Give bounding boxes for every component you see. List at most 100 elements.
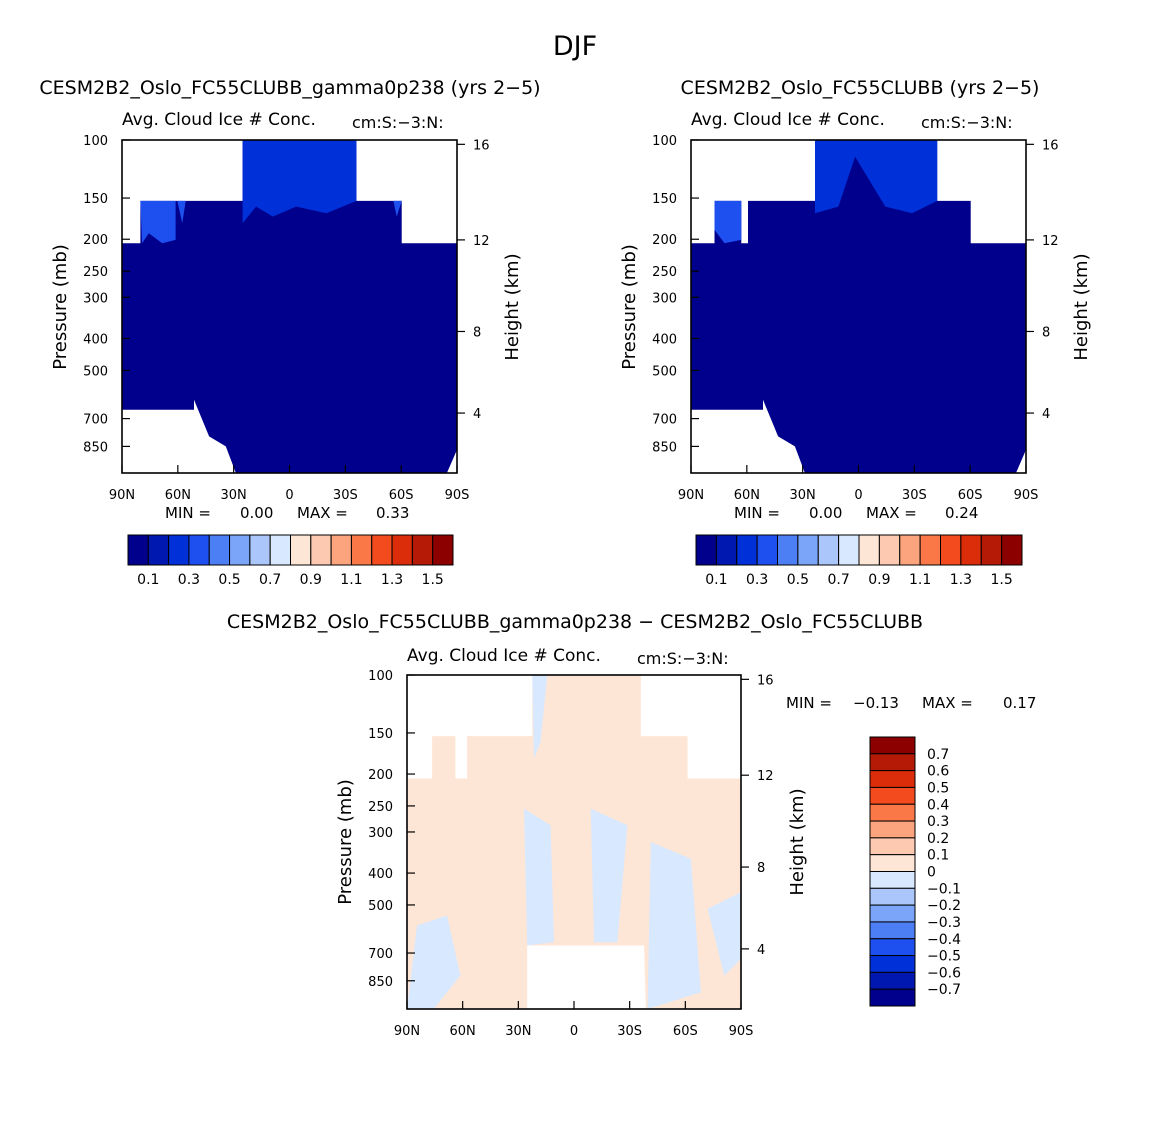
y2-tick-label: 12	[1042, 234, 1059, 249]
colorbar-swatch	[817, 534, 840, 566]
min-value: 0.00	[240, 504, 273, 522]
colorbar-label: 0.1	[927, 848, 949, 864]
y2-tick-label: 8	[1042, 325, 1050, 340]
panel-title: CESM2B2_Oslo_FC55CLUBB_gamma0p238 (yrs 2…	[39, 77, 540, 99]
y-tick-label: 150	[368, 727, 393, 742]
colorbar-swatch	[899, 534, 921, 566]
colorbar-swatch	[229, 534, 251, 566]
panel-units: cm:S:−3:N:	[352, 113, 444, 132]
colorbar: 0.1 0.3 0.5 0.7 0.9 1.1 1.3 1.5	[695, 534, 1023, 588]
contour-region-1	[815, 140, 938, 214]
colorbar-swatch	[869, 938, 916, 957]
colorbar-label: −0.1	[927, 881, 961, 897]
colorbar-swatch	[869, 820, 916, 839]
x-tick-label: 60S	[389, 488, 414, 503]
y-tick-label: 400	[652, 332, 677, 347]
contour-region-3	[590, 808, 628, 943]
max-value: 0.17	[1003, 694, 1036, 712]
colorbar-swatch	[869, 753, 916, 772]
panel-difference: CESM2B2_Oslo_FC55CLUBB_gamma0p238 − CESM…	[227, 611, 1036, 1039]
colorbar-label: 0	[927, 865, 936, 881]
colorbar-swatch	[869, 786, 916, 805]
colorbar-label: 0.3	[746, 572, 768, 588]
panel-control: CESM2B2_Oslo_FC55CLUBB (yrs 2−5) Avg. Cl…	[619, 77, 1092, 588]
colorbar-swatch	[858, 534, 880, 566]
contour-region-5	[407, 915, 461, 1009]
colorbar-swatch	[869, 871, 916, 889]
y-tick-label: 250	[83, 265, 108, 280]
x-tick-label: 90N	[394, 1024, 420, 1039]
x-tick-label: 30S	[333, 488, 358, 503]
x-tick-label: 0	[285, 488, 293, 503]
y2-tick-label: 4	[757, 943, 765, 958]
x-tick-label: 30S	[617, 1024, 642, 1039]
y-tick-label: 400	[368, 867, 393, 882]
colorbar-swatch	[919, 534, 941, 566]
contour-region-2	[523, 808, 554, 946]
y-tick-label: 500	[368, 899, 393, 914]
colorbar-label: −0.3	[927, 915, 961, 931]
colorbar-swatch	[1001, 534, 1023, 566]
panel-title: CESM2B2_Oslo_FC55CLUBB_gamma0p238 − CESM…	[227, 611, 923, 633]
colorbar-swatch	[869, 988, 916, 1007]
x-tick-label: 60N	[734, 488, 760, 503]
colorbar-label: 0.4	[927, 797, 949, 813]
colorbar-label: −0.5	[927, 949, 961, 965]
x-tick-label: 60S	[958, 488, 983, 503]
y-tick-label: 850	[83, 440, 108, 455]
contour-region-6	[707, 892, 741, 976]
colorbar-label: 0.2	[927, 831, 949, 847]
colorbar-label: 1.5	[422, 572, 444, 588]
x-tick-label: 90S	[1014, 488, 1039, 503]
colorbar-swatch	[869, 887, 916, 906]
colorbar-swatch	[797, 534, 819, 566]
colorbar-swatch	[777, 534, 799, 566]
contour-region-1	[532, 675, 548, 759]
colorbar-label: 1.3	[950, 572, 972, 588]
colorbar-label: 1.3	[381, 572, 403, 588]
y-tick-label: 250	[368, 800, 393, 815]
panel-subtitle: Avg. Cloud Ice # Conc.	[122, 110, 316, 130]
contour-region-3	[177, 200, 186, 224]
y-tick-label: 100	[652, 134, 677, 149]
colorbar-label: 0.1	[137, 572, 159, 588]
y-axis-label: Pressure (mb)	[619, 244, 640, 370]
panel-subtitle: Avg. Cloud Ice # Conc.	[407, 646, 601, 666]
x-tick-label: 90S	[445, 488, 470, 503]
colorbar-swatch	[411, 534, 434, 566]
colorbar: 0.70.60.50.40.30.20.10−0.1−0.2−0.3−0.4−0…	[869, 736, 961, 1007]
colorbar-swatch	[869, 736, 916, 755]
colorbar-swatch	[432, 534, 454, 566]
y-tick-label: 700	[83, 413, 108, 428]
colorbar-swatch	[869, 803, 916, 822]
colorbar-swatch	[147, 534, 170, 566]
panel-title: CESM2B2_Oslo_FC55CLUBB (yrs 2−5)	[681, 77, 1040, 99]
colorbar-swatch	[391, 534, 413, 566]
y2-tick-label: 4	[1042, 407, 1050, 422]
y-tick-label: 200	[652, 233, 677, 248]
y2-tick-label: 16	[757, 673, 774, 688]
y2-tick-label: 16	[473, 138, 490, 153]
y2-axis-label: Height (km)	[787, 788, 808, 895]
colorbar-swatch	[695, 534, 717, 566]
colorbar-label: 0.5	[787, 572, 809, 588]
colorbar-label: 1.1	[909, 572, 931, 588]
colorbar-swatch	[869, 971, 916, 990]
min-label: MIN =	[734, 504, 780, 522]
colorbar-swatch	[869, 837, 916, 856]
y-tick-label: 200	[368, 768, 393, 783]
min-value: −0.13	[853, 694, 899, 712]
colorbar-label: 0.7	[827, 572, 849, 588]
colorbar-swatch	[736, 534, 758, 566]
colorbar-label: 0.3	[927, 814, 949, 830]
colorbar-swatch	[756, 534, 778, 566]
y-tick-label: 500	[83, 364, 108, 379]
x-tick-label: 0	[854, 488, 862, 503]
colorbar-label: 0.1	[705, 572, 727, 588]
contour-region-1	[242, 140, 357, 224]
colorbar-swatch	[869, 921, 916, 940]
y2-axis-label: Height (km)	[502, 253, 523, 360]
colorbar-swatch	[310, 534, 332, 566]
y-tick-label: 100	[83, 134, 108, 149]
colorbar-swatch	[869, 854, 916, 872]
